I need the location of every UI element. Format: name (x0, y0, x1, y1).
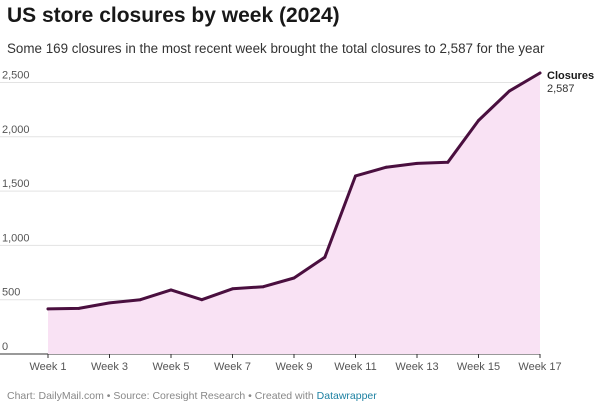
data-point-week-4 (138, 298, 142, 302)
y-tick-label: 2,500 (2, 69, 30, 81)
series-line-layer (46, 71, 542, 311)
footer-credits: Chart: DailyMail.com • Source: Coresight… (7, 390, 317, 402)
chart-subtitle: Some 169 closures in the most recent wee… (7, 41, 545, 56)
x-tick-label: Week 17 (518, 361, 561, 373)
chart-footer: Chart: DailyMail.com • Source: Coresight… (7, 390, 377, 402)
datawrapper-link[interactable]: Datawrapper (316, 390, 377, 402)
data-point-week-5 (169, 288, 173, 292)
data-point-week-17 (538, 71, 542, 75)
data-point-week-1 (46, 307, 50, 311)
x-tick-label: Week 5 (152, 361, 189, 373)
y-tick-label: 0 (2, 341, 8, 353)
data-point-week-2 (77, 307, 81, 310)
data-point-week-3 (108, 301, 111, 305)
closures-area-fill (48, 73, 540, 354)
x-axis-labels: Week 1 Week 3 Week 5 Week 7 Week 9 Week 11 Wee… (29, 354, 562, 373)
y-tick-label: 2,000 (2, 124, 30, 136)
area-fill-layer (48, 73, 540, 354)
end-label-series-name: Closures (547, 70, 594, 82)
y-tick-label: 1,000 (2, 232, 30, 244)
end-label-value: 2,587 (547, 83, 575, 95)
data-point-week-11 (354, 174, 357, 178)
data-point-week-6 (200, 298, 204, 302)
x-tick-label: Week 9 (275, 361, 312, 373)
data-point-week-12 (384, 165, 388, 169)
chart-title: US store closures by week (2024) (7, 4, 340, 27)
data-point-week-9 (292, 276, 296, 280)
data-point-week-8 (261, 285, 265, 289)
y-tick-label: 500 (2, 287, 20, 299)
end-annotation: Closures 2,587 (547, 70, 594, 95)
x-tick-label: Week 11 (334, 361, 376, 373)
x-tick-label: Week 7 (214, 361, 251, 373)
x-tick-label: Week 13 (395, 361, 438, 373)
y-tick-label: 1,500 (2, 178, 30, 190)
data-point-week-14 (446, 160, 450, 164)
data-point-week-13 (415, 162, 419, 165)
data-point-week-15 (477, 119, 480, 122)
x-tick-label: Week 1 (29, 361, 66, 373)
data-point-week-10 (323, 255, 327, 259)
data-point-week-16 (507, 89, 511, 93)
y-axis-labels: 0 500 1,000 1,500 2,000 2,500 (2, 69, 30, 353)
x-tick-label: Week 15 (457, 361, 500, 373)
x-tick-label: Week 3 (91, 361, 128, 373)
data-point-week-7 (231, 287, 234, 291)
